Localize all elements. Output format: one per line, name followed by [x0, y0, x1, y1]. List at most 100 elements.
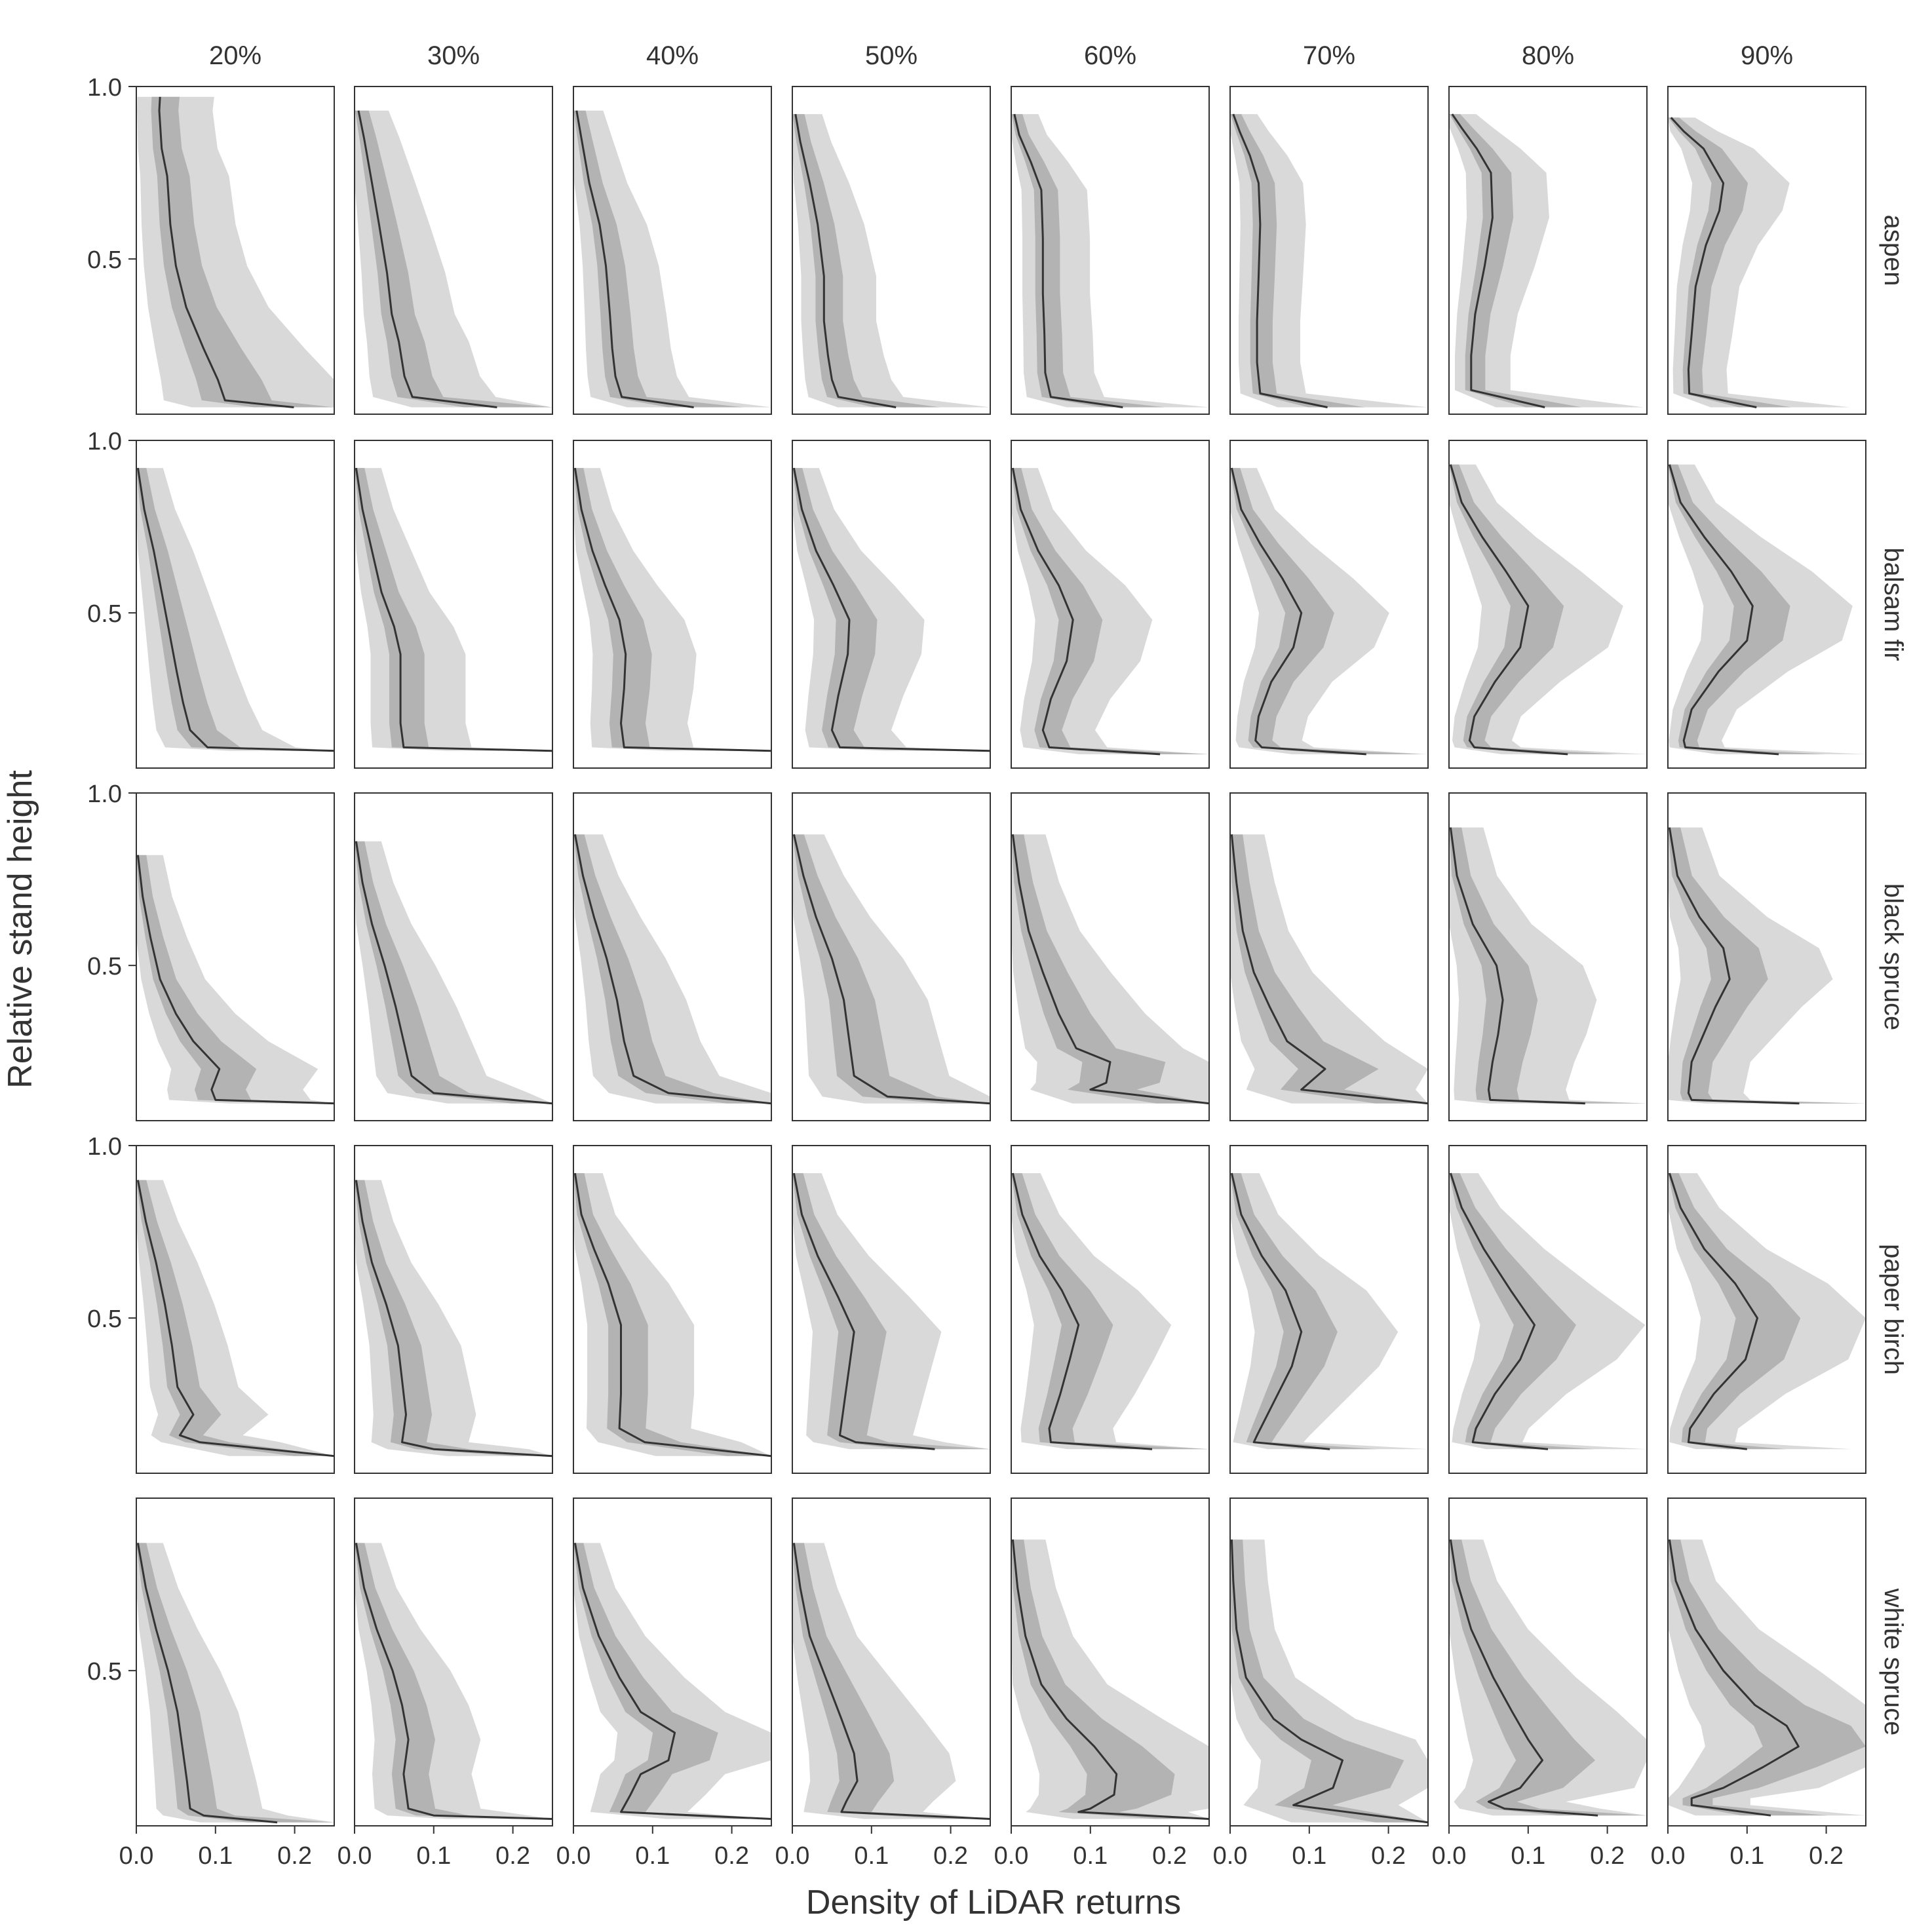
median-line	[573, 467, 771, 752]
panel-plot-area	[1011, 1539, 1209, 1820]
panel-frame	[1011, 86, 1210, 415]
panel-plot-area	[355, 110, 552, 408]
panel-plot-area	[1668, 1539, 1866, 1817]
inner-band	[1230, 468, 1422, 754]
panel-black-spruce-30pct	[354, 792, 553, 1121]
panel-balsam-fir-80pct	[1448, 440, 1648, 769]
column-label: 40%	[646, 41, 699, 70]
panel-black-spruce-90pct	[1667, 792, 1866, 1121]
median-line	[1013, 113, 1123, 408]
inner-band	[136, 468, 334, 751]
x-tick-label: 0.0	[556, 1842, 591, 1870]
panel-plot-area	[136, 1543, 334, 1824]
outer-band	[573, 1543, 771, 1819]
panel-paper-birch-70pct	[1229, 1145, 1429, 1474]
panel-plot-area	[1449, 1172, 1647, 1450]
panel-plot-area	[1011, 1172, 1209, 1450]
x-tick-label: 0.2	[495, 1842, 530, 1870]
y-tick-label: 1.0	[87, 74, 122, 102]
panel-plot-area	[355, 1543, 552, 1820]
panel-balsam-fir-30pct	[354, 440, 553, 769]
median-line	[1230, 834, 1428, 1105]
inner-band	[792, 1543, 990, 1819]
panel-plot-area	[1230, 1539, 1428, 1824]
x-tick-label: 0.1	[198, 1842, 233, 1870]
panel-plot-area	[137, 96, 334, 408]
column-label: 80%	[1522, 41, 1574, 70]
row-label: white spruce	[1879, 1588, 1908, 1736]
x-tick-label: 0.2	[1809, 1842, 1844, 1870]
median-line	[1011, 1539, 1209, 1820]
y-tick-label: 1.0	[87, 428, 122, 455]
y-tick-label: 0.5	[87, 246, 122, 274]
median-line	[355, 841, 552, 1105]
panel-frame	[354, 86, 553, 415]
panel-plot-area	[573, 1172, 771, 1458]
panel-plot-area	[1230, 467, 1428, 756]
panel-white-spruce-20pct	[136, 1497, 335, 1826]
median-line	[1449, 827, 1585, 1105]
panel-white-spruce-80pct	[1448, 1497, 1648, 1826]
panel-white-spruce-30pct	[354, 1497, 553, 1826]
median-line	[573, 834, 771, 1105]
inner-band	[136, 1180, 334, 1456]
y-tick-label: 0.5	[87, 953, 122, 980]
panel-plot-area	[1668, 117, 1850, 408]
panel-frame	[792, 86, 991, 415]
outer-band	[1011, 1173, 1209, 1450]
median-line	[1230, 467, 1366, 756]
inner-band	[1011, 468, 1209, 754]
x-tick-label: 0.1	[854, 1842, 889, 1870]
median-line	[1011, 467, 1161, 756]
x-tick-label: 0.2	[1371, 1842, 1406, 1870]
median-line	[1011, 1172, 1153, 1450]
panel-grid: 20% 0.5 1.0 30% 40% 50% 60% 70% 80% 90% aspen 0.5 1.…	[87, 41, 1908, 1870]
outer-band	[792, 468, 990, 751]
x-axis-title: Density of LiDAR returns	[806, 1884, 1181, 1922]
y-axis-title: Relative stand height	[1, 770, 39, 1089]
panel-plot-area	[1230, 834, 1428, 1105]
panel-balsam-fir-50pct	[792, 440, 991, 769]
panel-frame	[1667, 440, 1866, 769]
panel-plot-area	[136, 855, 334, 1105]
panel-frame	[1229, 792, 1429, 1121]
y-tick-label: 0.5	[87, 600, 122, 628]
x-tick-label: 0.0	[775, 1842, 810, 1870]
panel-white-spruce-70pct	[1229, 1497, 1429, 1826]
median-line	[1668, 1172, 1758, 1450]
median-line	[158, 96, 294, 408]
panel-plot-area	[792, 113, 990, 408]
panel-plot-area	[792, 1172, 990, 1450]
panel-frame	[573, 86, 772, 415]
inner-band	[1011, 834, 1209, 1104]
inner-band	[1230, 834, 1428, 1104]
median-line	[357, 110, 497, 408]
panel-aspen-70pct	[1229, 86, 1429, 415]
inner-band	[355, 841, 552, 1104]
panel-frame	[1011, 792, 1210, 1121]
panel-paper-birch-60pct	[1011, 1145, 1210, 1474]
panel-white-spruce-60pct	[1011, 1497, 1210, 1826]
panel-plot-area	[1449, 1539, 1647, 1817]
panel-plot-area	[1668, 1172, 1866, 1450]
panel-frame	[573, 792, 772, 1121]
median-line	[1670, 117, 1757, 408]
inner-band	[1449, 464, 1617, 754]
x-tick-label: 0.1	[635, 1842, 670, 1870]
panel-aspen-40pct	[573, 86, 772, 415]
column-label: 90%	[1741, 41, 1793, 70]
row-label: balsam fir	[1879, 547, 1908, 661]
panel-aspen-80pct	[1448, 86, 1648, 415]
panel-plot-area	[1230, 1172, 1428, 1450]
median-line	[1232, 113, 1328, 408]
x-tick-label: 0.1	[416, 1842, 451, 1870]
panel-frame	[136, 1497, 335, 1826]
panel-black-spruce-60pct	[1011, 792, 1210, 1121]
median-line	[1668, 1539, 1800, 1817]
column-label: 20%	[209, 41, 261, 70]
median-line	[1011, 834, 1209, 1105]
panel-frame	[573, 1145, 772, 1474]
inner-band	[1668, 1539, 1866, 1816]
median-line	[792, 1543, 990, 1820]
